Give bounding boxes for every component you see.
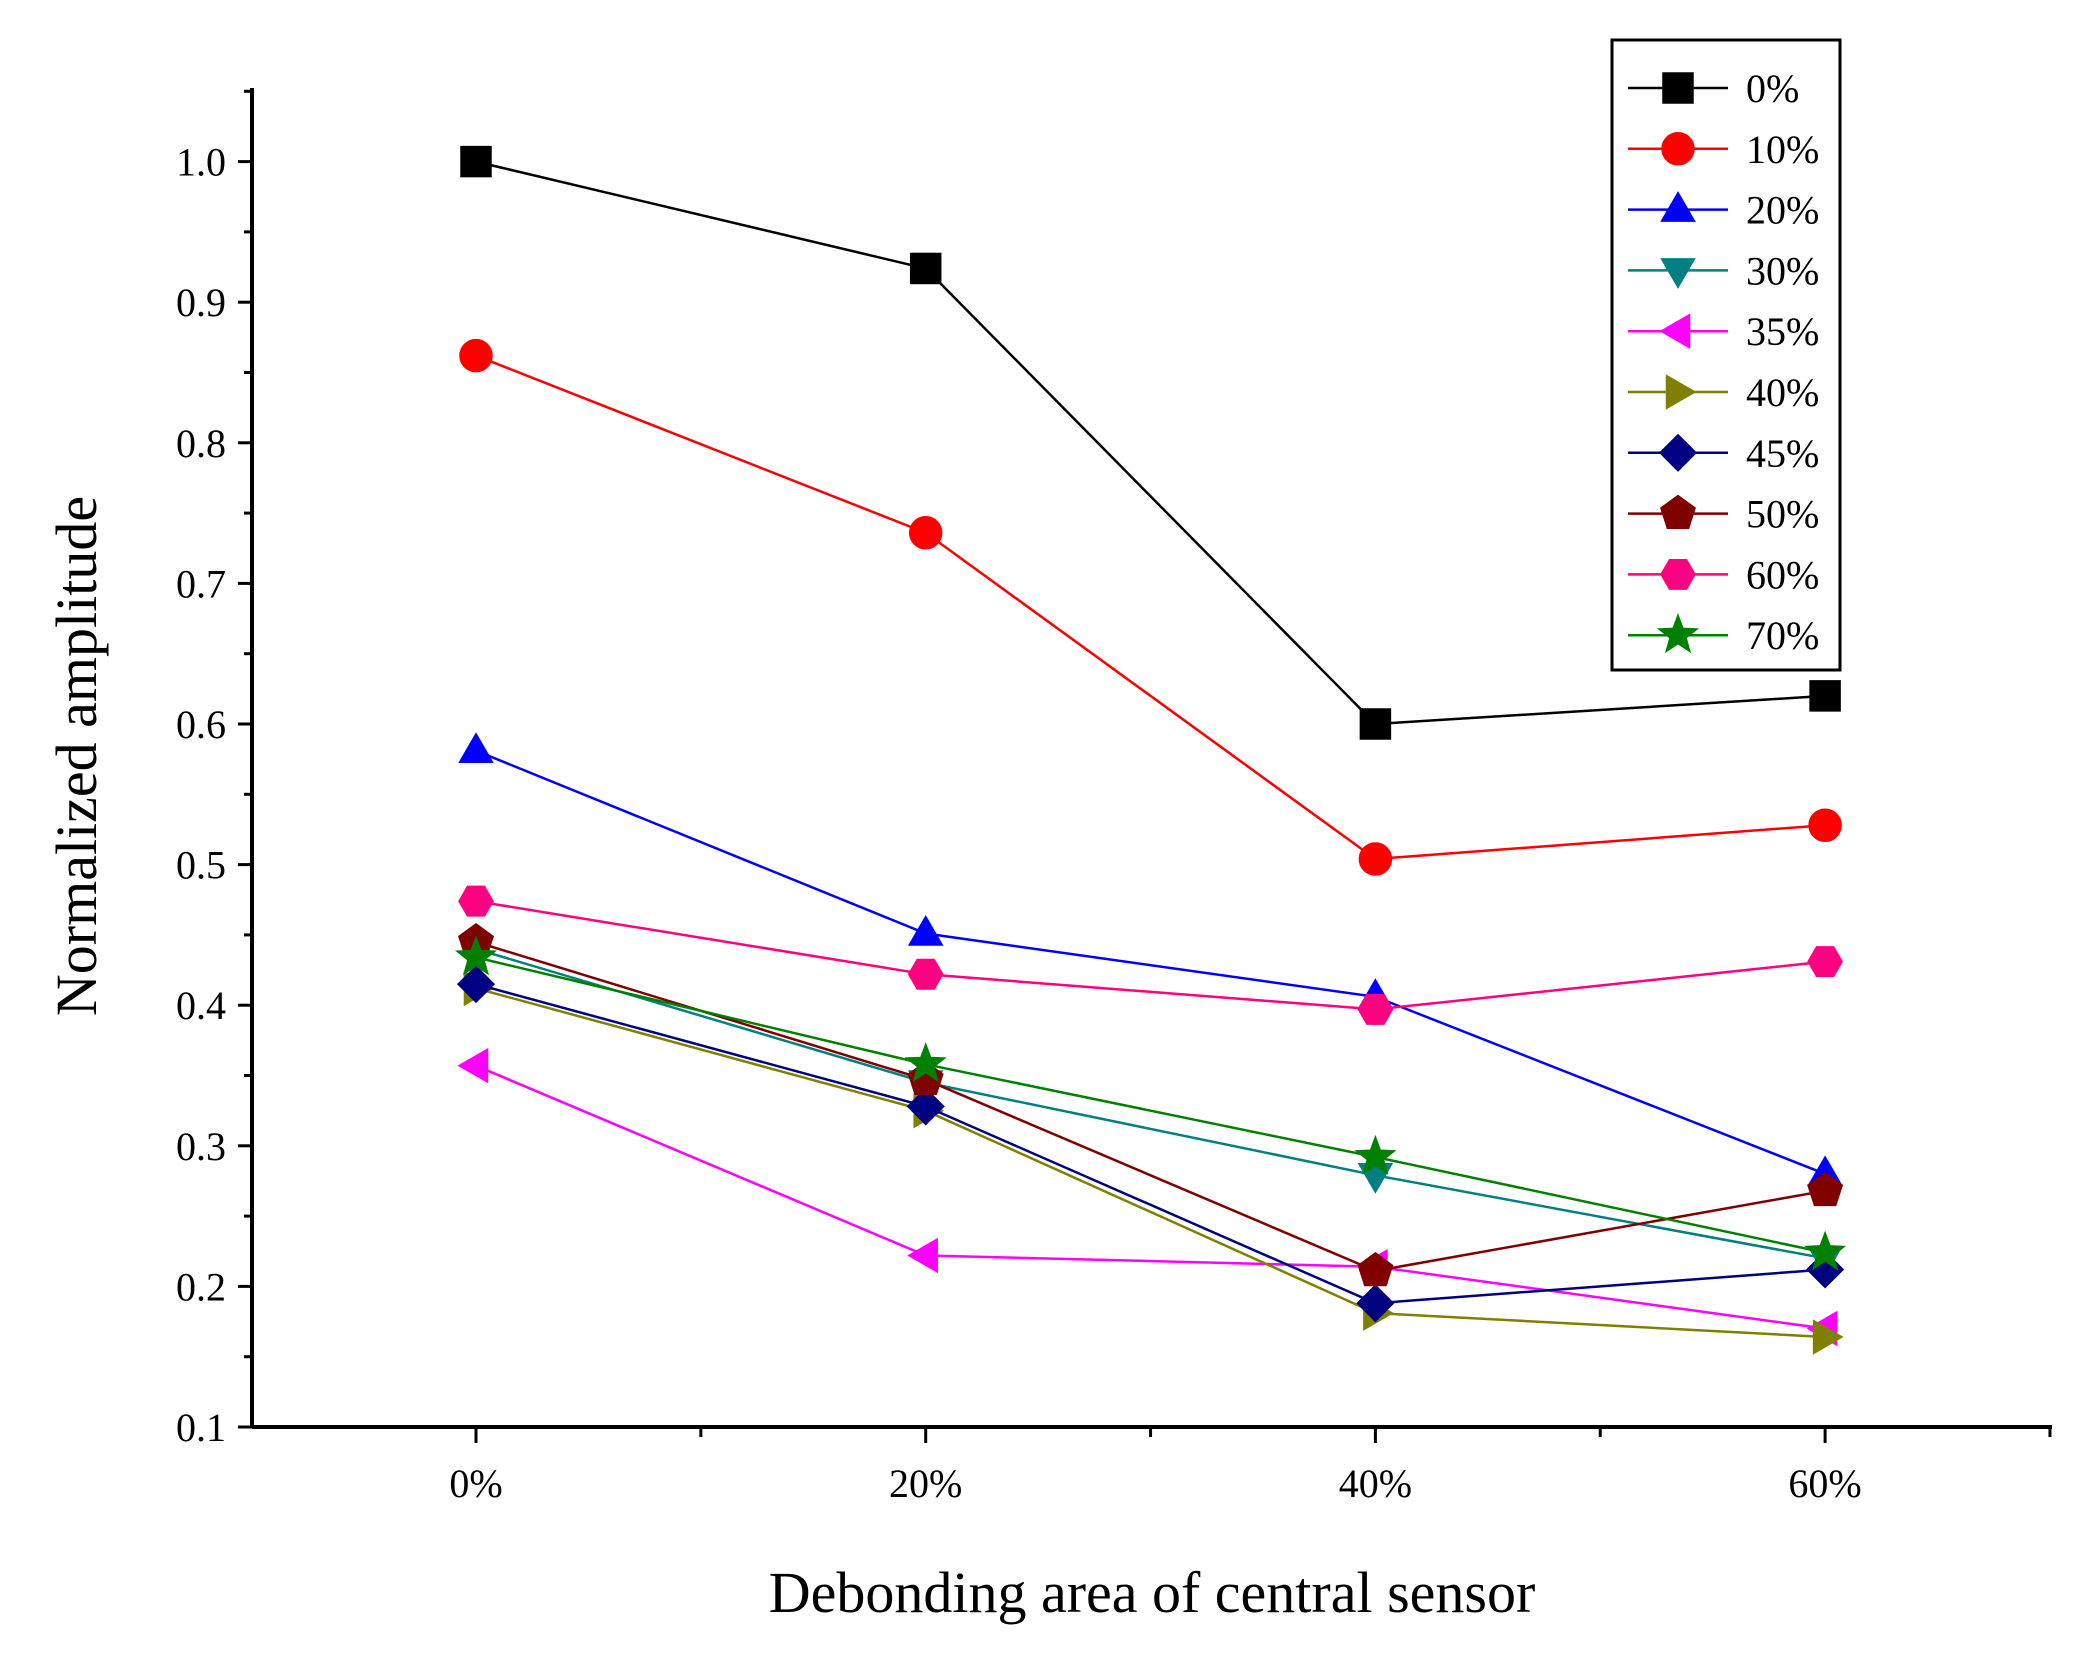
data-point [1359,708,1392,740]
series-45pct [456,965,1845,1323]
legend-item: 35% [1628,309,1819,354]
data-point [1804,1230,1847,1271]
data-point [457,1047,489,1084]
series-line [475,160,1826,726]
y-tick-label: 1.0 [176,140,226,185]
y-axis-title: Normalized amplitude [44,496,109,1016]
data-point [907,1237,938,1274]
data-point [456,965,496,1004]
legend-marker [1658,433,1698,472]
series-60pct [458,885,1843,1025]
data-point [1809,680,1841,712]
legend-marker [1660,558,1696,590]
series-line [475,749,1826,1176]
data-point [459,338,493,373]
series-10pct [459,338,1842,876]
y-tick-label: 0.4 [176,983,226,1028]
x-tick-label: 60% [1788,1461,1861,1506]
y-tick-label: 0.8 [176,421,226,466]
series-0pct [460,145,1841,740]
legend: 0% 10% 20% 30% 35% 40% 45% 50% 60% 70% [1610,38,1842,672]
series-line [475,956,1826,1254]
legend-label: 35% [1746,309,1819,354]
series-line [475,1064,1826,1330]
data-point [1354,1134,1397,1175]
legend-label: 10% [1746,127,1819,172]
data-point [907,958,944,990]
legend-marker [1660,191,1696,222]
legend-marker [1656,613,1700,654]
x-tick-label: 40% [1339,1461,1412,1506]
legend-marker [1660,494,1696,529]
data-point [908,516,943,550]
data-point [1356,1284,1395,1323]
y-tick-label: 0.2 [176,1264,226,1309]
legend-box [1610,38,1842,672]
legend-marker [1659,313,1691,350]
data-point [1808,808,1842,842]
y-tick-label: 0.3 [176,1124,226,1169]
y-tick-label: 0.5 [176,843,226,888]
data-point [460,145,492,178]
legend-item: 45% [1628,431,1819,476]
series-50pct [458,922,1844,1287]
legend-item: 50% [1628,492,1819,537]
y-tick-label: 0.9 [176,280,226,325]
data-point [904,1042,947,1083]
series-line [475,982,1826,1305]
legend-label: 40% [1746,370,1819,415]
data-point [458,732,494,763]
legend-item: 40% [1628,370,1819,415]
x-tick-label: 0% [449,1461,502,1506]
legend-item: 30% [1628,248,1819,293]
legend-label: 50% [1746,492,1819,537]
series-line [475,354,1826,861]
legend-marker [1662,72,1694,104]
legend-label: 70% [1746,613,1819,658]
legend-label: 45% [1746,431,1819,476]
series-35pct [457,1047,1838,1347]
data-point [1357,1251,1394,1287]
data-point [1812,1319,1844,1355]
legend-marker [1660,258,1696,289]
legend-item: 70% [1628,613,1819,658]
legend-marker [1661,132,1695,166]
legend-label: 0% [1746,66,1799,111]
x-tick-label: 20% [889,1461,962,1506]
data-point [1358,842,1393,876]
data-point [1807,946,1843,978]
data-point [1357,993,1394,1025]
data-point [458,885,494,917]
legend-label: 60% [1746,552,1819,597]
series-line [475,987,1826,1339]
legend-item: 10% [1628,127,1819,172]
data-point [907,915,944,946]
axes: 0.1 0.2 0.3 0.4 0.5 0.6 0.7 0.8 0.9 1.0 0% 20% 40% 60… [176,88,2052,1506]
series-40pct [463,970,1844,1355]
legend-label: 20% [1746,188,1819,233]
legend-item: 20% [1628,188,1819,233]
legend-label: 30% [1746,248,1819,293]
y-tick-label: 0.6 [176,702,226,747]
data-point [906,1087,945,1126]
y-tick-label: 0.7 [176,561,226,606]
legend-item: 0% [1628,66,1799,111]
series-layer [454,145,1847,1355]
series-line [475,899,1826,1011]
data-point [1807,1171,1844,1207]
y-tick-label: 0.1 [176,1405,226,1450]
x-axis-title: Debonding area of central sensor [769,1560,1536,1625]
legend-marker [1665,374,1697,410]
series-70pct [454,935,1847,1271]
data-point [909,252,942,285]
legend-item: 60% [1628,552,1819,597]
data-point [454,935,498,976]
series-20pct [458,732,1843,1187]
series-line [475,947,1826,1260]
